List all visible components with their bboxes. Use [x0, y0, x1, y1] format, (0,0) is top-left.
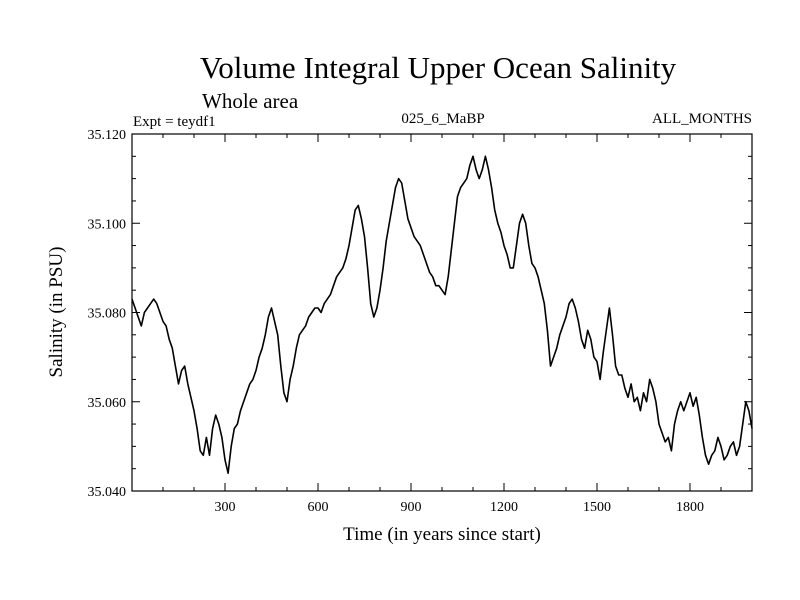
y-tick-label: 35.040: [88, 485, 127, 500]
x-tick-label: 1800: [676, 500, 704, 515]
y-tick-label: 35.060: [88, 396, 127, 411]
chart-title: Volume Integral Upper Ocean Salinity: [200, 50, 677, 85]
y-axis-label: Salinity (in PSU): [46, 247, 67, 378]
plot-frame: [131, 133, 753, 492]
experiment-label: Expt = teydf1: [133, 114, 216, 130]
x-tick-label: 1500: [583, 500, 611, 515]
x-tick-label: 1200: [490, 500, 518, 515]
x-tick-label: 300: [215, 500, 236, 515]
x-axis-label: Time (in years since start): [343, 524, 541, 545]
y-tick-label: 35.120: [88, 128, 127, 143]
y-axis-ticks: 35.040 35.060 35.080 35.100 35.120: [88, 128, 752, 500]
y-tick-label: 35.100: [88, 217, 127, 232]
y-tick-label: 35.080: [88, 307, 127, 322]
x-axis-ticks: 300 600 900 1200 1500 1800: [162, 134, 722, 515]
x-tick-label: 600: [308, 500, 329, 515]
salinity-series-line: [131, 155, 753, 474]
period-label: 025_6_MaBP: [401, 111, 484, 127]
x-tick-label: 900: [401, 500, 422, 515]
chart-subtitle: Whole area: [202, 89, 299, 113]
months-label: ALL_MONTHS: [652, 111, 752, 127]
